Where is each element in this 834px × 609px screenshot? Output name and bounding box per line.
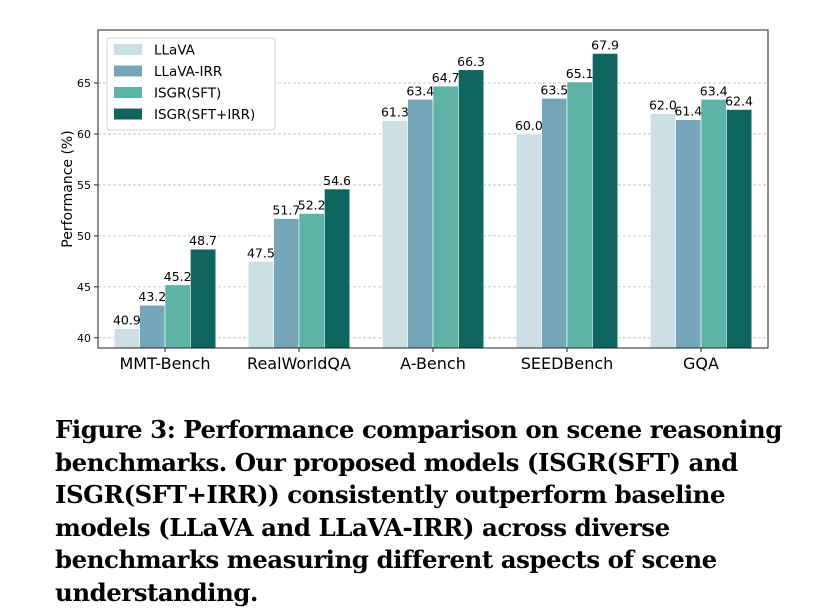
data-label: 40.9 <box>113 313 141 328</box>
y-tick-label: 60 <box>77 128 91 141</box>
legend-label: ISGR(SFT) <box>154 86 221 102</box>
data-label: 63.5 <box>540 82 568 97</box>
y-tick-label: 40 <box>77 332 91 345</box>
y-tick-label: 65 <box>77 77 91 90</box>
bars <box>113 53 753 349</box>
legend-swatch <box>114 108 142 120</box>
bar <box>381 120 408 349</box>
x-tick-label: A-Bench <box>400 354 466 373</box>
legend: LLaVA LLaVA-IRR ISGR(SFT) ISGR(SFT+IRR) <box>106 37 276 131</box>
bar-chart: 40 45 50 55 60 65 MMT-Bench RealWorldQA A-Bench… <box>60 29 769 373</box>
bar <box>298 213 325 349</box>
legend-swatch <box>114 65 142 77</box>
x-axis-ticks: MMT-Bench RealWorldQA A-Bench SEEDBench GQA <box>119 348 719 373</box>
data-label: 52.2 <box>298 197 326 212</box>
bar <box>675 119 702 349</box>
bar <box>407 99 434 349</box>
bar <box>247 261 274 349</box>
legend-swatch <box>114 87 142 98</box>
data-labels: 40.9 43.2 45.2 48.7 47.5 51.752.2 54.6 61.3 63.4… <box>113 37 753 327</box>
bar <box>566 81 593 349</box>
data-label: 63.4 <box>406 83 434 98</box>
y-tick-label: 45 <box>77 281 91 294</box>
data-label: 64.7 <box>432 70 460 85</box>
data-label: 65.1 <box>566 66 594 81</box>
bar <box>700 99 727 349</box>
legend-label: ISGR(SFT+IRR) <box>154 107 255 123</box>
y-tick-label: 50 <box>77 230 91 243</box>
bar <box>139 304 166 349</box>
data-label: 43.2 <box>138 289 166 304</box>
bar <box>432 85 459 349</box>
data-label: 48.7 <box>189 233 217 248</box>
y-tick-label: 55 <box>77 179 91 192</box>
bar <box>324 188 351 349</box>
data-label: 66.3 <box>457 54 485 69</box>
legend-frame <box>106 37 276 131</box>
y-axis-label: Performance (%) <box>60 130 76 247</box>
x-tick-label: GQA <box>683 354 719 373</box>
bar <box>164 284 191 349</box>
bar <box>541 97 568 349</box>
x-tick-label: MMT-Bench <box>119 354 210 373</box>
data-label: 60.0 <box>515 118 543 133</box>
bar <box>113 328 140 349</box>
data-label: 67.9 <box>591 37 619 52</box>
x-tick-label: SEEDBench <box>521 354 614 373</box>
legend-label: LLaVA-IRR <box>154 64 222 80</box>
data-label: 51.7 <box>272 203 300 218</box>
data-label: 62.4 <box>725 94 753 109</box>
data-label: 61.3 <box>381 105 409 120</box>
data-label: 62.0 <box>649 98 677 113</box>
bar <box>190 248 217 349</box>
data-label: 47.5 <box>247 245 275 260</box>
bar <box>726 109 753 349</box>
legend-label: LLaVA <box>154 43 196 59</box>
bar <box>592 53 619 349</box>
data-label: 61.4 <box>674 104 702 119</box>
data-label: 54.6 <box>323 173 351 188</box>
x-tick-label: RealWorldQA <box>247 354 351 373</box>
bar <box>273 218 300 349</box>
bar <box>515 133 542 349</box>
data-label: 63.4 <box>700 83 728 98</box>
legend-swatch <box>114 44 142 55</box>
y-axis-ticks: 40 45 50 55 60 65 <box>77 77 98 345</box>
data-label: 45.2 <box>164 269 192 284</box>
figure-caption: Figure 3: Performance comparison on scen… <box>55 415 782 607</box>
bar <box>458 69 485 349</box>
bar <box>649 113 676 349</box>
